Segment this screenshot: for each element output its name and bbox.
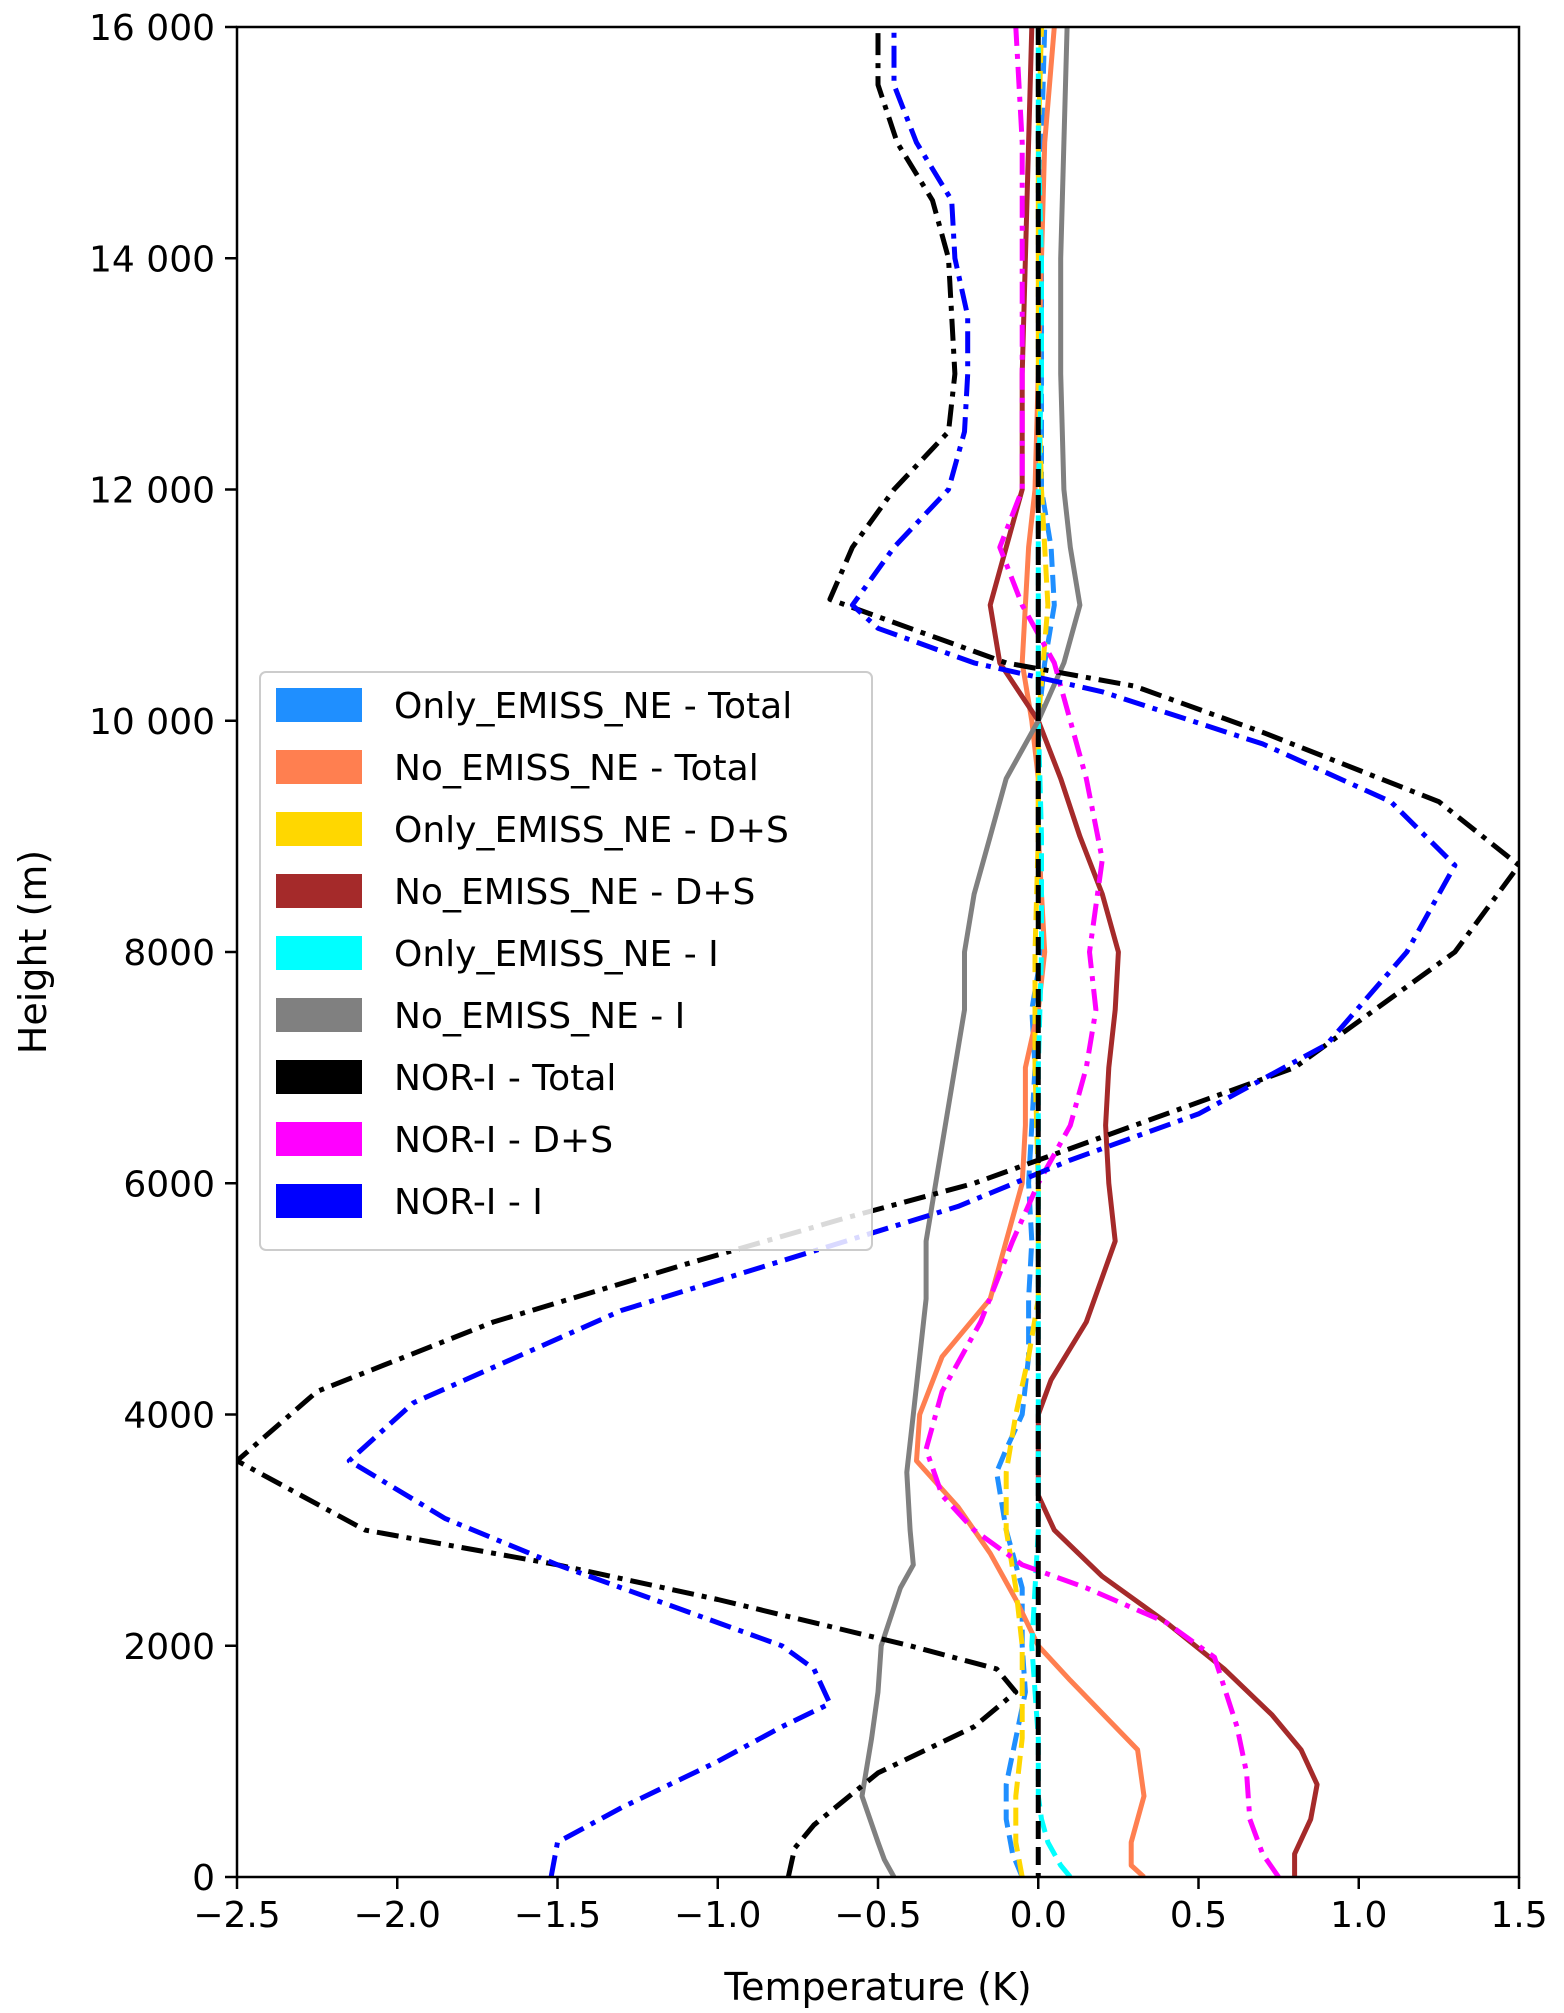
legend-label-2: Only_EMISS_NE - D+S: [394, 810, 789, 851]
legend-swatch-6: [276, 1060, 362, 1094]
series-line-3: [987, 27, 1320, 1877]
y-tick-label: 12 000: [89, 471, 215, 512]
x-tick-label: −0.5: [834, 1895, 921, 1936]
x-axis-ticks: −2.5 −2.0 −1.5 −1.0 −0.5 0.0 0.5 1.0 1.5: [193, 1877, 1548, 1936]
legend-swatch-4: [276, 936, 362, 970]
x-tick-label: 1.5: [1490, 1895, 1547, 1936]
y-tick-label: 14 000: [89, 239, 215, 280]
y-tick-label: 10 000: [89, 702, 215, 743]
legend-swatch-0: [276, 688, 362, 722]
y-tick-label: 0: [192, 1858, 215, 1899]
legend-swatch-5: [276, 998, 362, 1032]
x-tick-label: −2.5: [193, 1895, 280, 1936]
x-tick-label: 0.5: [1170, 1895, 1227, 1936]
x-tick-label: 0.0: [1010, 1895, 1067, 1936]
legend-label-1: No_EMISS_NE - Total: [394, 748, 759, 789]
legend-swatch-8: [276, 1184, 362, 1218]
y-tick-label: 6000: [123, 1164, 215, 1205]
y-tick-label: 16 000: [89, 8, 215, 49]
legend-label-8: NOR-I - I: [394, 1182, 543, 1223]
series-line-1: [914, 27, 1147, 1877]
legend-label-5: No_EMISS_NE - I: [394, 996, 685, 1037]
y-tick-label: 4000: [123, 1396, 215, 1437]
legend-swatch-3: [276, 874, 362, 908]
x-tick-label: 1.0: [1330, 1895, 1387, 1936]
y-tick-label: 8000: [123, 933, 215, 974]
x-axis-label: Temperature (K): [723, 1965, 1031, 2009]
x-tick-label: −1.0: [674, 1895, 761, 1936]
x-tick-label: −1.5: [514, 1895, 601, 1936]
series-line-6: [237, 27, 1519, 1877]
legend-label-4: Only_EMISS_NE - I: [394, 934, 719, 975]
legend-box: [259, 671, 873, 1251]
y-axis-label: Height (m): [11, 850, 55, 1054]
legend-swatch-2: [276, 812, 362, 846]
legend-swatch-1: [276, 750, 362, 784]
legend: Only_EMISS_NE - Total No_EMISS_NE - Total…: [259, 671, 873, 1251]
legend-label-6: NOR-I - Total: [394, 1058, 616, 1099]
legend-label-7: NOR-I - D+S: [394, 1120, 613, 1161]
series-line-4: [1029, 27, 1073, 1877]
series-line-5: [859, 27, 1083, 1877]
legend-label-3: No_EMISS_NE - D+S: [394, 872, 755, 913]
y-tick-label: 2000: [123, 1627, 215, 1668]
y-axis-ticks: 0 2000 4000 6000 8000 10 000 12 000 14 000 16 00…: [89, 8, 237, 1899]
legend-label-0: Only_EMISS_NE - Total: [394, 686, 792, 727]
series-line-0: [994, 27, 1057, 1877]
legend-swatch-7: [276, 1122, 362, 1156]
x-tick-label: −2.0: [354, 1895, 441, 1936]
